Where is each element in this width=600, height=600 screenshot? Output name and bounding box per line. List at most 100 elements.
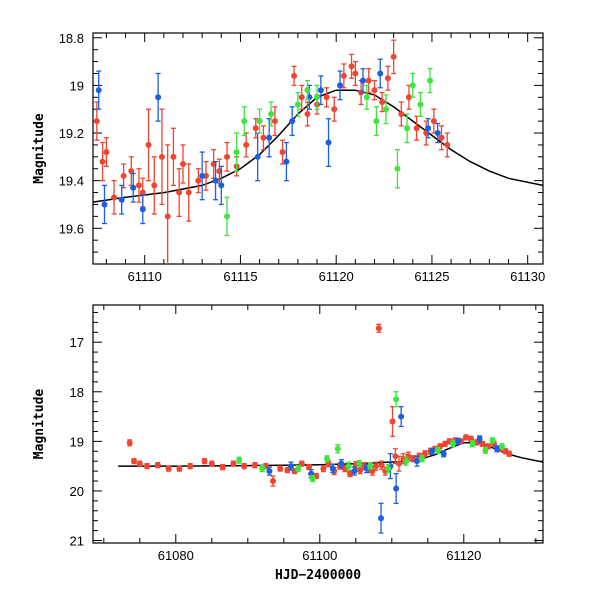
top-red-point bbox=[298, 94, 305, 101]
bottom-xtick-label: 61080 bbox=[158, 548, 194, 563]
top-red-point bbox=[384, 75, 391, 82]
bottom-red-point bbox=[372, 463, 379, 470]
top-red-point bbox=[164, 213, 171, 220]
top-green-point bbox=[233, 149, 240, 156]
top-red-point bbox=[158, 153, 165, 160]
top-red-point bbox=[224, 153, 231, 160]
bottom-red-point bbox=[306, 464, 312, 471]
bottom-green-point bbox=[434, 447, 441, 454]
top-green-point bbox=[363, 94, 370, 101]
top-series-green bbox=[224, 68, 434, 237]
top-blue-point bbox=[139, 206, 146, 213]
bottom-green-point bbox=[324, 455, 330, 462]
top-red-point bbox=[279, 149, 286, 156]
bottom-green-point bbox=[295, 465, 302, 472]
bottom-green-point bbox=[403, 458, 410, 465]
bottom-green-point bbox=[450, 440, 456, 447]
top-blue-point bbox=[434, 130, 441, 137]
bottom-green-point bbox=[419, 455, 426, 462]
top-green-point bbox=[417, 101, 424, 108]
bottom-red-point bbox=[144, 463, 150, 470]
bottom-green-point bbox=[385, 465, 392, 472]
bottom-green-point bbox=[236, 457, 243, 464]
top-red-point bbox=[371, 87, 378, 94]
bottom-red-point bbox=[165, 465, 172, 472]
top-red-point bbox=[180, 160, 186, 167]
bottom-ytick-label: 19 bbox=[70, 434, 84, 449]
top-red-point bbox=[185, 189, 192, 196]
top-blue-point bbox=[199, 172, 206, 179]
top-red-point bbox=[390, 53, 397, 60]
top-model-curve bbox=[93, 89, 543, 203]
bottom-green-point bbox=[345, 463, 352, 470]
top-red-point bbox=[291, 72, 298, 79]
bottom-blue-point bbox=[398, 413, 405, 420]
top-green-point bbox=[373, 118, 380, 125]
top-red-point bbox=[99, 158, 106, 165]
top-red-point bbox=[128, 168, 135, 175]
bottom-green-point bbox=[309, 475, 316, 482]
bottom-xtick-label: 61120 bbox=[446, 548, 481, 563]
top-green-point bbox=[382, 106, 389, 113]
bottom-red-point bbox=[270, 478, 276, 485]
top-red-point bbox=[170, 153, 177, 160]
top-blue-point bbox=[337, 82, 344, 89]
top-series-blue bbox=[95, 58, 441, 225]
bottom-xlabel: HJD−2400000 bbox=[275, 568, 361, 583]
bottom-ytick-label: 21 bbox=[70, 534, 84, 549]
top-red-point bbox=[304, 110, 311, 117]
bottom-red-point bbox=[241, 463, 248, 470]
bottom-red-point bbox=[131, 458, 138, 465]
top-xtick-label: 61125 bbox=[414, 269, 449, 284]
bottom-red-point bbox=[462, 434, 469, 441]
bottom-series-green bbox=[236, 391, 505, 483]
bottom-red-point bbox=[396, 460, 402, 467]
top-xtick-label: 61130 bbox=[510, 269, 545, 284]
bottom-blue-point bbox=[429, 448, 436, 455]
bottom-red-point bbox=[375, 325, 382, 332]
bottom-blue-point bbox=[266, 468, 273, 475]
bottom-blue-point bbox=[476, 435, 483, 442]
top-red-point bbox=[176, 189, 183, 196]
bottom-green-point bbox=[498, 443, 505, 450]
bottom-blue-point bbox=[288, 463, 294, 470]
top-green-point bbox=[304, 87, 311, 94]
bottom-ytick-label: 18 bbox=[70, 385, 84, 400]
top-blue-point bbox=[212, 177, 219, 184]
bottom-red-point bbox=[208, 460, 215, 467]
top-blue-point bbox=[317, 87, 324, 94]
top-red-point bbox=[405, 94, 412, 101]
bottom-blue-point bbox=[338, 460, 345, 467]
top-blue-point bbox=[155, 94, 162, 101]
top-ylabel: Magnitude bbox=[32, 113, 47, 184]
top-ytick-label: 19.6 bbox=[59, 221, 84, 236]
bottom-blue-point bbox=[351, 468, 358, 475]
top-data-layer bbox=[93, 39, 543, 264]
top-blue-point bbox=[283, 158, 290, 165]
top-green-point bbox=[256, 118, 263, 125]
top-red-point bbox=[340, 72, 347, 79]
bottom-red-point bbox=[230, 460, 237, 467]
top-red-point bbox=[331, 106, 338, 113]
top-blue-point bbox=[130, 184, 137, 191]
top-xtick-label: 61120 bbox=[319, 269, 354, 284]
bottom-axes-frame bbox=[92, 304, 544, 544]
top-red-point bbox=[398, 110, 405, 117]
bottom-green-point bbox=[469, 440, 476, 447]
bottom-red-point bbox=[201, 458, 208, 465]
bottom-red-point bbox=[219, 464, 226, 471]
top-red-point bbox=[195, 177, 202, 184]
top-blue-point bbox=[254, 153, 261, 160]
top-red-point bbox=[365, 77, 372, 84]
top-xtick-label: 61115 bbox=[223, 269, 257, 284]
top-green-point bbox=[427, 77, 434, 84]
top-green-point bbox=[294, 101, 301, 108]
top-ytick-label: 19.4 bbox=[59, 174, 84, 189]
bottom-red-point bbox=[389, 418, 396, 425]
bottom-blue-point bbox=[378, 515, 384, 522]
bottom-green-point bbox=[334, 445, 341, 452]
top-blue-point bbox=[218, 182, 225, 189]
bottom-green-point bbox=[356, 460, 363, 467]
top-panel: 61110 61115 61120 61125 61130 18.8 19 19.2 19.4 1… bbox=[32, 31, 545, 284]
